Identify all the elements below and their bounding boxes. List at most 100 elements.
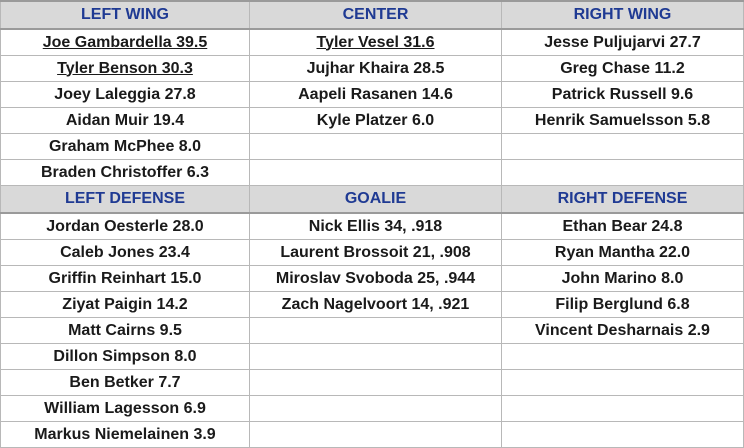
- table-row: Joe Gambardella 39.5 Tyler Vesel 31.6 Jess…: [0, 28, 744, 56]
- player-cell: Zach Nagelvoort 14, .921: [249, 291, 502, 318]
- player-entry: Jujhar Khaira 28.5: [306, 59, 445, 77]
- player-entry: Greg Chase 11.2: [560, 59, 685, 77]
- player-entry: Jordan Oesterle 28.0: [46, 217, 204, 235]
- table-row: William Lagesson 6.9: [0, 395, 744, 422]
- player-entry: Miroslav Svoboda 25, .944: [275, 269, 476, 287]
- table-row: Ziyat Paigin 14.2 Zach Nagelvoort 14, .92…: [0, 291, 744, 318]
- player-entry: Laurent Brossoit 21, .908: [280, 243, 471, 261]
- player-cell: Tyler Vesel 31.6: [249, 28, 502, 56]
- player-entry: Ben Betker 7.7: [69, 373, 181, 391]
- player-entry: Ryan Mantha 22.0: [554, 243, 691, 261]
- player-entry: Graham McPhee 8.0: [48, 137, 202, 155]
- player-entry: Braden Christoffer 6.3: [40, 163, 210, 181]
- player-cell: William Lagesson 6.9: [0, 395, 250, 422]
- empty-cell: [249, 317, 502, 344]
- player-cell: Aapeli Rasanen 14.6: [249, 81, 502, 108]
- table-row: Markus Niemelainen 3.9: [0, 421, 744, 448]
- section-header-row: LEFT DEFENSE GOALIE RIGHT DEFENSE: [0, 185, 744, 214]
- header-center: CENTER: [249, 0, 502, 30]
- player-cell: Jordan Oesterle 28.0: [0, 212, 250, 240]
- player-entry: Zach Nagelvoort 14, .921: [281, 295, 470, 313]
- player-cell: Greg Chase 11.2: [501, 55, 744, 82]
- player-cell: Caleb Jones 23.4: [0, 239, 250, 266]
- player-cell: Dillon Simpson 8.0: [0, 343, 250, 370]
- player-cell: Aidan Muir 19.4: [0, 107, 250, 134]
- player-entry: Joe Gambardella 39.5: [42, 33, 208, 51]
- empty-cell: [501, 133, 744, 160]
- empty-cell: [501, 395, 744, 422]
- empty-cell: [249, 159, 502, 186]
- player-cell: Graham McPhee 8.0: [0, 133, 250, 160]
- player-cell: Vincent Desharnais 2.9: [501, 317, 744, 344]
- player-entry: Ziyat Paigin 14.2: [62, 295, 188, 313]
- player-entry: Nick Ellis 34, .918: [308, 217, 443, 235]
- section-header-row: LEFT WING CENTER RIGHT WING: [0, 0, 744, 30]
- player-entry: Vincent Desharnais 2.9: [535, 321, 710, 339]
- empty-cell: [501, 159, 744, 186]
- empty-cell: [249, 395, 502, 422]
- player-cell: Henrik Samuelsson 5.8: [501, 107, 744, 134]
- table-row: Joey Laleggia 27.8 Aapeli Rasanen 14.6 Pat…: [0, 81, 744, 108]
- player-entry: Jesse Puljujarvi 27.7: [544, 33, 701, 51]
- player-entry: John Marino 8.0: [561, 269, 684, 287]
- player-entry: William Lagesson 6.9: [44, 399, 206, 417]
- player-cell: Miroslav Svoboda 25, .944: [249, 265, 502, 292]
- empty-cell: [249, 133, 502, 160]
- player-entry: Kyle Platzer 6.0: [316, 111, 435, 129]
- player-entry: Matt Cairns 9.5: [68, 321, 182, 339]
- player-cell: Filip Berglund 6.8: [501, 291, 744, 318]
- empty-cell: [249, 369, 502, 396]
- player-cell: Joey Laleggia 27.8: [0, 81, 250, 108]
- player-cell: Markus Niemelainen 3.9: [0, 421, 250, 448]
- player-cell: Tyler Benson 30.3: [0, 55, 250, 82]
- table-row: Braden Christoffer 6.3: [0, 159, 744, 186]
- player-entry: Filip Berglund 6.8: [555, 295, 690, 313]
- header-left-wing: LEFT WING: [0, 0, 250, 30]
- player-cell: Jujhar Khaira 28.5: [249, 55, 502, 82]
- header-right-wing: RIGHT WING: [501, 0, 744, 30]
- player-cell: Jesse Puljujarvi 27.7: [501, 28, 744, 56]
- player-entry: Markus Niemelainen 3.9: [34, 425, 216, 443]
- player-cell: Laurent Brossoit 21, .908: [249, 239, 502, 266]
- player-cell: John Marino 8.0: [501, 265, 744, 292]
- player-cell: Joe Gambardella 39.5: [0, 28, 250, 56]
- table-row: Graham McPhee 8.0: [0, 133, 744, 160]
- player-cell: Kyle Platzer 6.0: [249, 107, 502, 134]
- table-row: Aidan Muir 19.4 Kyle Platzer 6.0 Henrik Sa…: [0, 107, 744, 134]
- empty-cell: [501, 343, 744, 370]
- player-entry: Griffin Reinhart 15.0: [48, 269, 202, 287]
- empty-cell: [249, 421, 502, 448]
- player-cell: Ben Betker 7.7: [0, 369, 250, 396]
- player-entry: Ethan Bear 24.8: [562, 217, 683, 235]
- table-row: Griffin Reinhart 15.0 Miroslav Svoboda 25…: [0, 265, 744, 292]
- header-right-defense: RIGHT DEFENSE: [501, 185, 744, 214]
- empty-cell: [501, 369, 744, 396]
- table-row: Dillon Simpson 8.0: [0, 343, 744, 370]
- table-row: Tyler Benson 30.3 Jujhar Khaira 28.5 Greg …: [0, 55, 744, 82]
- empty-cell: [249, 343, 502, 370]
- player-cell: Nick Ellis 34, .918: [249, 212, 502, 240]
- table-row: Jordan Oesterle 28.0 Nick Ellis 34, .918 E…: [0, 212, 744, 240]
- player-cell: Ethan Bear 24.8: [501, 212, 744, 240]
- player-entry: Tyler Vesel 31.6: [316, 33, 435, 51]
- player-entry: Dillon Simpson 8.0: [53, 347, 197, 365]
- player-entry: Henrik Samuelsson 5.8: [534, 111, 711, 129]
- table-row: Caleb Jones 23.4 Laurent Brossoit 21, .90…: [0, 239, 744, 266]
- header-goalie: GOALIE: [249, 185, 502, 214]
- table-row: Ben Betker 7.7: [0, 369, 744, 396]
- player-cell: Ziyat Paigin 14.2: [0, 291, 250, 318]
- player-entry: Aidan Muir 19.4: [65, 111, 185, 129]
- empty-cell: [501, 421, 744, 448]
- player-cell: Ryan Mantha 22.0: [501, 239, 744, 266]
- player-cell: Braden Christoffer 6.3: [0, 159, 250, 186]
- player-cell: Griffin Reinhart 15.0: [0, 265, 250, 292]
- table-row: Matt Cairns 9.5 Vincent Desharnais 2.9: [0, 317, 744, 344]
- player-cell: Patrick Russell 9.6: [501, 81, 744, 108]
- player-entry: Aapeli Rasanen 14.6: [298, 85, 453, 103]
- player-entry: Joey Laleggia 27.8: [54, 85, 196, 103]
- player-cell: Matt Cairns 9.5: [0, 317, 250, 344]
- player-entry: Patrick Russell 9.6: [551, 85, 694, 103]
- player-entry: Tyler Benson 30.3: [57, 59, 193, 77]
- player-entry: Caleb Jones 23.4: [60, 243, 190, 261]
